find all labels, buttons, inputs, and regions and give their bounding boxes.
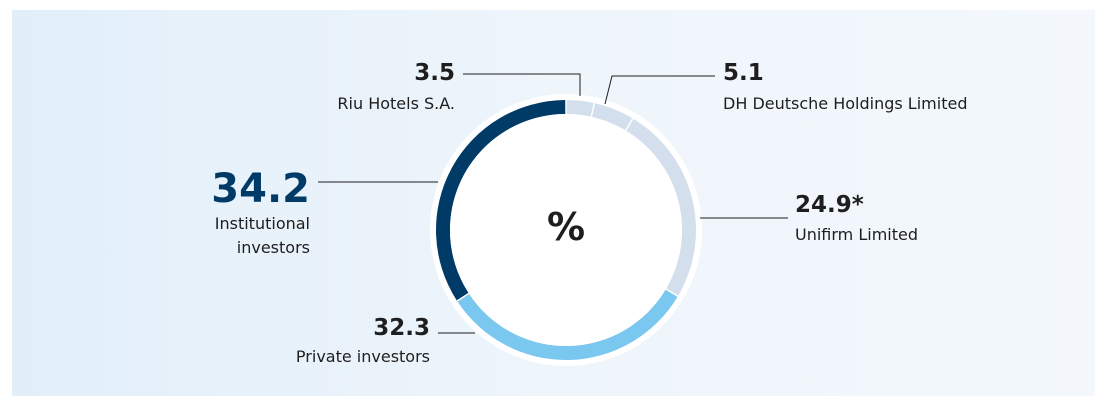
donut-hole <box>450 114 682 346</box>
value-label: 5.1 <box>723 60 764 86</box>
category-label: Unifirm Limited <box>795 225 919 244</box>
value-label: 34.2 <box>211 166 310 212</box>
donut-segment <box>457 289 678 360</box>
center-label: % <box>546 205 586 249</box>
leader-line <box>604 75 715 105</box>
donut-segment <box>566 100 594 117</box>
donut-segment <box>591 103 633 131</box>
category-label: Institutional investors <box>214 214 310 257</box>
category-label: DH Deutsche Holdings Limited <box>723 94 968 113</box>
donut-segment <box>436 100 566 301</box>
category-label: Riu Hotels S.A. <box>337 94 455 113</box>
leader-line <box>463 73 581 96</box>
category-label: Private investors <box>295 347 430 366</box>
value-label: 32.3 <box>373 315 430 341</box>
value-label: 3.5 <box>414 60 455 86</box>
value-label: 24.9* <box>795 192 864 218</box>
donut-segment <box>626 118 697 296</box>
